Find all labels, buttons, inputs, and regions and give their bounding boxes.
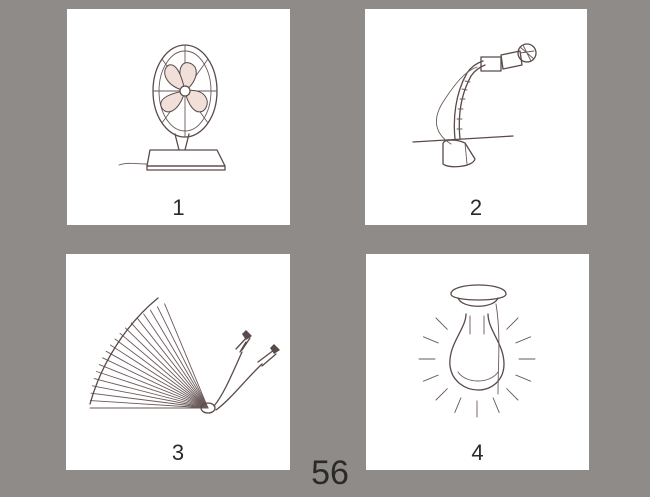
picture-card-2[interactable]: 2 [365, 9, 587, 225]
folding-fan-illustration [89, 297, 280, 414]
picture-card-4[interactable]: 4 [366, 254, 589, 470]
picture-card-3[interactable]: 3 [66, 254, 290, 470]
page-number: 56 [311, 454, 349, 492]
picture-card-1[interactable]: 1 [67, 9, 290, 225]
light-bulb-illustration [418, 284, 536, 418]
card-number-4: 4 [471, 440, 484, 465]
card-number-2: 2 [469, 195, 483, 220]
table-fan-illustration [118, 44, 226, 171]
card-number-1: 1 [172, 195, 185, 220]
card-number-3: 3 [171, 440, 185, 465]
microphone-illustration [412, 43, 537, 168]
